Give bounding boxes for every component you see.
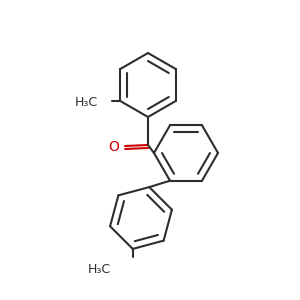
Text: H₃C: H₃C — [88, 263, 111, 276]
Text: O: O — [109, 140, 119, 154]
Text: H₃C: H₃C — [75, 97, 98, 110]
